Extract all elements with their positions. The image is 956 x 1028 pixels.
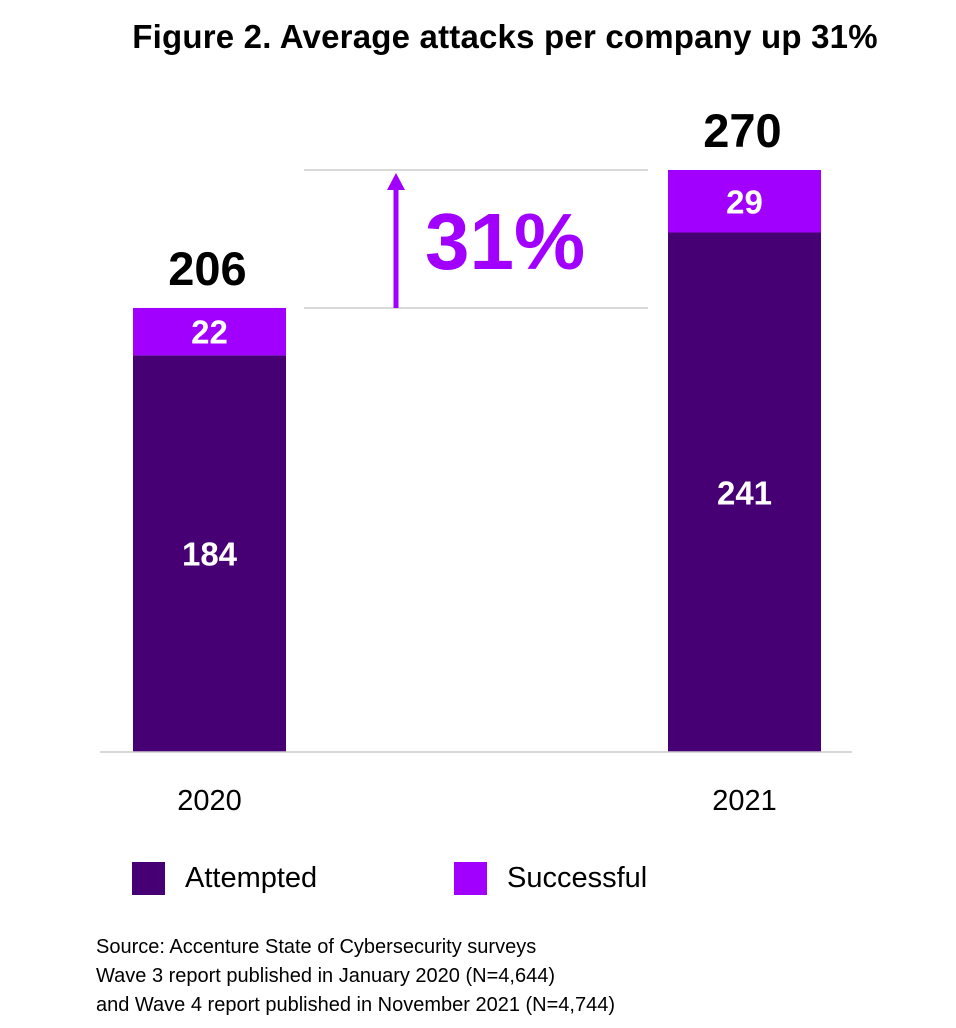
stacked-bar-chart: 184 22 206 241 29 270 2020 2021 31% [100, 104, 852, 817]
source-line: Source: Accenture State of Cybersecurity… [96, 936, 537, 958]
legend-item-attempted: Attempted [132, 862, 317, 895]
bars [133, 170, 821, 752]
legend: Attempted Successful [0, 862, 956, 902]
growth-percentage-label: 31% [425, 197, 585, 286]
bar-attempted-2020 [133, 355, 286, 752]
source-note: Source: Accenture State of Cybersecurity… [96, 933, 615, 1020]
data-label-successful-2020: 22 [191, 314, 228, 351]
data-label-attempted-2021: 241 [717, 474, 772, 511]
source-line: Wave 3 report published in January 2020 … [96, 965, 555, 987]
reference-lines [304, 169, 648, 309]
legend-item-successful: Successful [454, 862, 647, 895]
total-label-2020: 206 [168, 242, 246, 295]
chart-title: Figure 2. Average attacks per company up… [132, 18, 878, 55]
legend-swatch-attempted [132, 862, 165, 895]
source-line: and Wave 4 report published in November … [96, 994, 616, 1016]
bar-successful-2021 [668, 170, 821, 233]
data-label-successful-2021: 29 [726, 183, 763, 220]
data-label-attempted-2020: 184 [182, 536, 238, 573]
growth-annotation: 31% [387, 173, 585, 308]
bar-successful-2020 [133, 307, 286, 356]
legend-label-attempted: Attempted [185, 862, 318, 894]
legend-label-successful: Successful [507, 862, 648, 894]
value-labels: 184 22 206 241 29 270 [168, 104, 781, 573]
bar-attempted-2021 [668, 232, 821, 752]
x-tick-label-2021: 2021 [712, 785, 777, 817]
growth-arrow-head [387, 173, 405, 190]
x-tick-label-2020: 2020 [177, 785, 242, 817]
total-label-2021: 270 [703, 104, 781, 157]
x-tick-labels: 2020 2021 [177, 785, 777, 817]
legend-swatch-successful [454, 862, 487, 895]
